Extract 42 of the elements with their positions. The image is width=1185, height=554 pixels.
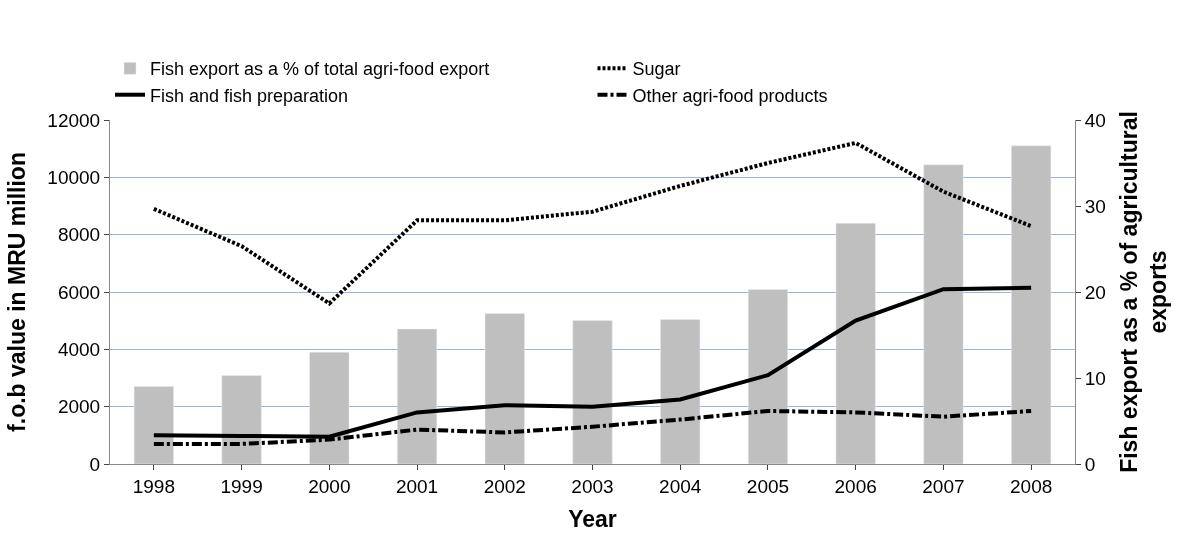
y2-tick-label: 30	[1084, 195, 1106, 217]
x-tick-label: 2001	[395, 475, 439, 497]
y-tick-label: 0	[89, 453, 101, 475]
y-tick-label: 6000	[57, 281, 101, 303]
x-tick-label: 2007	[922, 475, 965, 497]
y2-tick-label: 40	[1084, 109, 1106, 131]
x-tick-label: 2004	[659, 475, 702, 497]
bar	[923, 164, 964, 464]
x-tick-label: 2006	[834, 475, 877, 497]
x-tick-label: 1998	[132, 475, 175, 497]
legend-label: Fish and fish preparation	[150, 85, 349, 106]
x-tick-label: 2000	[308, 475, 351, 497]
x-tick-label: 2002	[483, 475, 526, 497]
x-tick-label: 1999	[220, 475, 263, 497]
y-tick-label: 4000	[57, 338, 101, 360]
bar	[747, 289, 788, 464]
legend-label: Sugar	[632, 59, 681, 80]
bar	[835, 222, 876, 464]
line-series	[151, 140, 1034, 306]
y-tick-label: 2000	[57, 396, 101, 418]
x-axis-title: Year	[568, 506, 617, 533]
bar	[309, 351, 350, 464]
bar	[133, 386, 174, 464]
legend-label: Other agri-food products	[632, 85, 828, 106]
bar	[660, 319, 701, 464]
legend-label: Fish export as a % of total agri-food export	[150, 59, 490, 80]
y2-tick-label: 10	[1084, 367, 1106, 389]
bar	[572, 320, 613, 464]
y-tick-label: 10000	[47, 166, 101, 188]
y2-tick-label: 20	[1084, 281, 1106, 303]
x-tick-label: 2008	[1010, 475, 1053, 497]
y-tick-label: 8000	[57, 224, 101, 246]
y-axis-title: f.o.b value in MRU million	[3, 152, 30, 432]
bar	[484, 313, 525, 464]
bar	[397, 328, 438, 464]
y-tick-label: 12000	[47, 109, 101, 131]
y2-tick-label: 0	[1084, 453, 1096, 475]
x-tick-label: 2005	[746, 475, 790, 497]
bar	[1011, 145, 1052, 464]
x-tick-label: 2003	[571, 475, 614, 497]
y2-axis-title: Fish export as a % of agricultural exports	[1115, 111, 1172, 473]
bar	[221, 375, 262, 464]
